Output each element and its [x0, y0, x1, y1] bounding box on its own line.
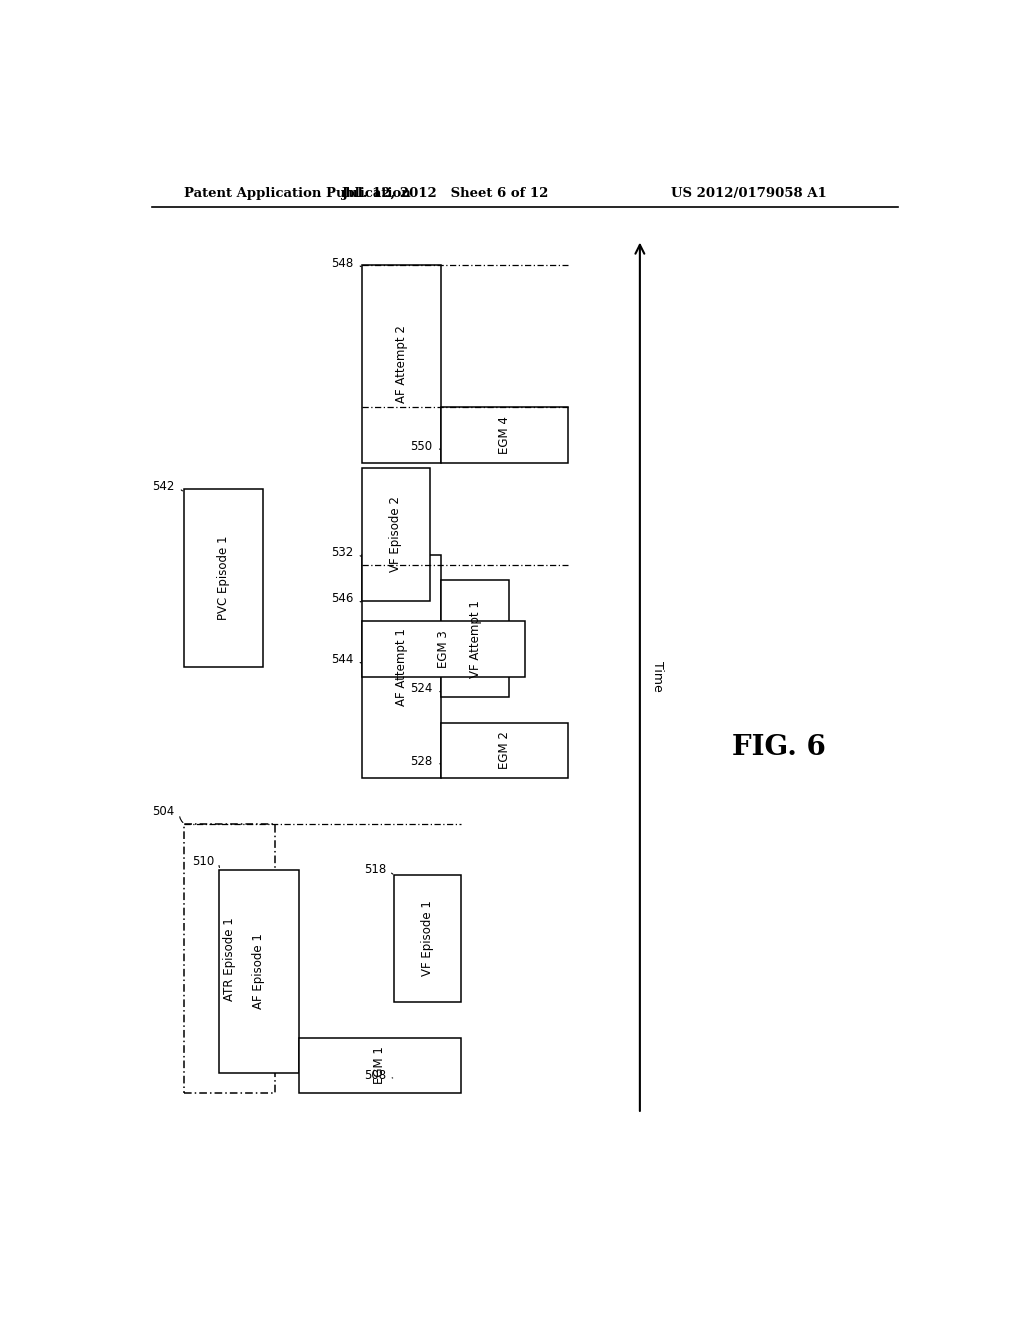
- Text: Jul. 12, 2012   Sheet 6 of 12: Jul. 12, 2012 Sheet 6 of 12: [342, 187, 549, 201]
- Text: 546: 546: [331, 591, 353, 605]
- Text: 550: 550: [411, 440, 433, 453]
- Text: AF Attempt 2: AF Attempt 2: [395, 325, 409, 403]
- Text: FIG. 6: FIG. 6: [732, 734, 825, 762]
- Text: Patent Application Publication: Patent Application Publication: [183, 187, 411, 201]
- Bar: [441, 722, 568, 779]
- Bar: [441, 408, 568, 463]
- Bar: [394, 875, 462, 1002]
- Bar: [299, 1038, 461, 1093]
- Text: 528: 528: [411, 755, 433, 768]
- Text: 524: 524: [411, 682, 433, 696]
- Bar: [183, 824, 274, 1093]
- Bar: [362, 620, 524, 677]
- Text: VF Episode 2: VF Episode 2: [389, 496, 402, 573]
- Bar: [183, 488, 263, 667]
- Text: AF Episode 1: AF Episode 1: [253, 933, 265, 1010]
- Text: AF Attempt 1: AF Attempt 1: [395, 628, 409, 705]
- Text: 504: 504: [152, 805, 174, 818]
- Text: EGM 3: EGM 3: [437, 630, 450, 668]
- Text: 532: 532: [331, 546, 353, 560]
- Text: 510: 510: [193, 855, 214, 869]
- Text: 548: 548: [331, 256, 353, 269]
- Text: EGM 1: EGM 1: [374, 1047, 386, 1085]
- Text: 508: 508: [364, 1069, 386, 1081]
- Text: VF Attempt 1: VF Attempt 1: [469, 599, 481, 677]
- Text: VF Episode 1: VF Episode 1: [421, 900, 434, 977]
- Text: PVC Episode 1: PVC Episode 1: [217, 536, 229, 620]
- Bar: [362, 265, 441, 463]
- Text: Time: Time: [651, 661, 664, 692]
- Bar: [362, 554, 441, 779]
- Bar: [441, 581, 509, 697]
- Text: 542: 542: [152, 480, 174, 494]
- Text: ATR Episode 1: ATR Episode 1: [222, 917, 236, 1001]
- Bar: [219, 870, 299, 1073]
- Text: EGM 2: EGM 2: [499, 731, 511, 770]
- Bar: [362, 469, 430, 601]
- Text: 518: 518: [364, 863, 386, 876]
- Text: 544: 544: [331, 653, 353, 667]
- Text: US 2012/0179058 A1: US 2012/0179058 A1: [671, 187, 826, 201]
- Text: EGM 4: EGM 4: [499, 416, 511, 454]
